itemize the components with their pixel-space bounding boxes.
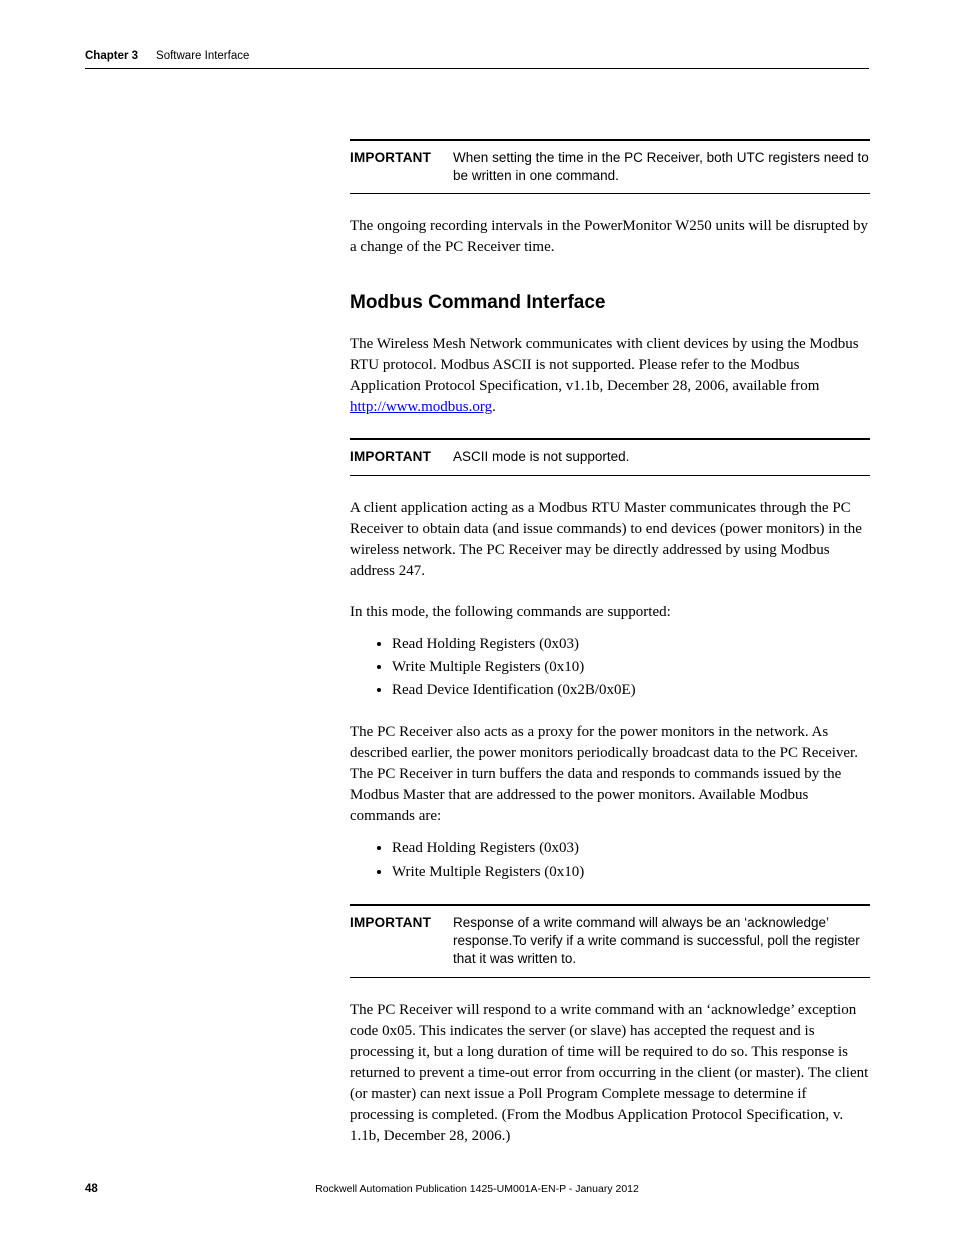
chapter-title: Software Interface bbox=[156, 50, 249, 62]
list-item: Read Holding Registers (0x03) bbox=[392, 633, 870, 656]
important-label: IMPORTANT bbox=[350, 149, 431, 165]
section-heading-modbus: Modbus Command Interface bbox=[350, 292, 870, 314]
content-column: IMPORTANT When setting the time in the P… bbox=[350, 139, 870, 1147]
list-item: Write Multiple Registers (0x10) bbox=[392, 861, 870, 884]
chapter-label: Chapter 3 bbox=[85, 50, 138, 62]
important-callout-3: IMPORTANT Response of a write command wi… bbox=[350, 904, 870, 978]
footer-publication: Rockwell Automation Publication 1425-UM0… bbox=[85, 1183, 869, 1195]
running-header: Chapter 3 Software Interface bbox=[85, 50, 869, 69]
command-list-2: Read Holding Registers (0x03) Write Mult… bbox=[350, 837, 870, 884]
important-callout-1: IMPORTANT When setting the time in the P… bbox=[350, 139, 870, 194]
paragraph: The PC Receiver will respond to a write … bbox=[350, 1000, 870, 1147]
important-callout-2: IMPORTANT ASCII mode is not supported. bbox=[350, 438, 870, 475]
list-item: Read Holding Registers (0x03) bbox=[392, 837, 870, 860]
text-run: . bbox=[492, 399, 496, 415]
list-item: Write Multiple Registers (0x10) bbox=[392, 656, 870, 679]
modbus-link[interactable]: http://www.modbus.org bbox=[350, 399, 492, 415]
important-label: IMPORTANT bbox=[350, 914, 431, 930]
page: Chapter 3 Software Interface IMPORTANT W… bbox=[0, 0, 954, 1235]
paragraph: The ongoing recording intervals in the P… bbox=[350, 216, 870, 258]
important-text: Response of a write command will always … bbox=[453, 914, 870, 969]
important-text: When setting the time in the PC Receiver… bbox=[453, 149, 870, 185]
paragraph: In this mode, the following commands are… bbox=[350, 602, 870, 623]
command-list-1: Read Holding Registers (0x03) Write Mult… bbox=[350, 633, 870, 703]
text-run: The Wireless Mesh Network communicates w… bbox=[350, 336, 859, 394]
list-item: Read Device Identification (0x2B/0x0E) bbox=[392, 679, 870, 702]
important-text: ASCII mode is not supported. bbox=[453, 448, 629, 466]
publication-text: Rockwell Automation Publication 1425-UM0… bbox=[315, 1183, 639, 1195]
important-label: IMPORTANT bbox=[350, 448, 431, 464]
paragraph: The PC Receiver also acts as a proxy for… bbox=[350, 722, 870, 827]
paragraph: A client application acting as a Modbus … bbox=[350, 498, 870, 582]
paragraph: The Wireless Mesh Network communicates w… bbox=[350, 334, 870, 418]
